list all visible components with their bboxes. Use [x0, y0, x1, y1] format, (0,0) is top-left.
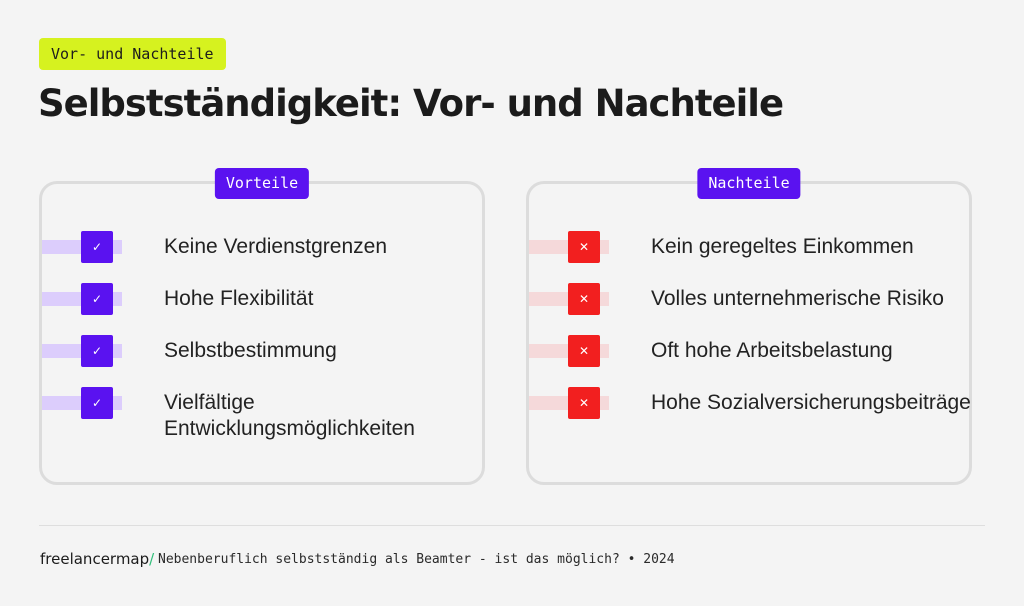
con-item-text: Kein geregeltes Einkommen [651, 235, 914, 258]
brand-slash: / [149, 550, 155, 568]
pro-item: ✓ Selbstbestimmung [42, 335, 482, 367]
brand-name: freelancermap [40, 550, 150, 568]
con-item: ✕ Volles unternehmerische Risiko [529, 283, 969, 315]
con-item: ✕ Oft hohe Arbeitsbelastung [529, 335, 969, 367]
cross-icon: ✕ [568, 283, 600, 315]
footer-divider [39, 525, 985, 526]
cross-icon: ✕ [568, 231, 600, 263]
check-icon: ✓ [81, 335, 113, 367]
cross-icon: ✕ [568, 387, 600, 419]
pro-item: ✓ Hohe Flexibilität [42, 283, 482, 315]
footer-caption: Nebenberuflich selbstständig als Beamter… [158, 552, 675, 567]
topic-tag: Vor- und Nachteile [39, 38, 226, 70]
pros-card: Vorteile ✓ Keine Verdienstgrenzen ✓ Hohe… [39, 168, 485, 485]
cross-icon: ✕ [568, 335, 600, 367]
con-item-text: Volles unternehmerische Risiko [651, 287, 944, 310]
con-item: ✕ Kein geregeltes Einkommen [529, 231, 969, 263]
check-icon: ✓ [81, 387, 113, 419]
con-item-text: Hohe Sozialversicherungsbeiträge [651, 391, 971, 414]
pro-item-text: Vielfältige Entwicklungsmöglichkeiten [164, 391, 415, 440]
pro-item: ✓ Vielfältige Entwicklungsmöglichkeiten [42, 387, 482, 440]
check-icon: ✓ [81, 283, 113, 315]
brand-logo: freelancermap/ [40, 550, 154, 568]
page-title: Selbstständigkeit: Vor- und Nachteile [38, 82, 784, 125]
con-item: ✕ Hohe Sozialversicherungsbeiträge [529, 387, 971, 419]
cons-label: Nachteile [697, 168, 801, 199]
pro-item: ✓ Keine Verdienstgrenzen [42, 231, 482, 263]
pro-item-text: Keine Verdienstgrenzen [164, 235, 387, 258]
check-icon: ✓ [81, 231, 113, 263]
pro-item-text: Selbstbestimmung [164, 339, 337, 362]
pros-label: Vorteile [214, 168, 310, 199]
cons-card: Nachteile ✕ Kein geregeltes Einkommen ✕ … [526, 168, 972, 485]
pro-item-text: Hohe Flexibilität [164, 287, 314, 310]
con-item-text: Oft hohe Arbeitsbelastung [651, 339, 893, 362]
